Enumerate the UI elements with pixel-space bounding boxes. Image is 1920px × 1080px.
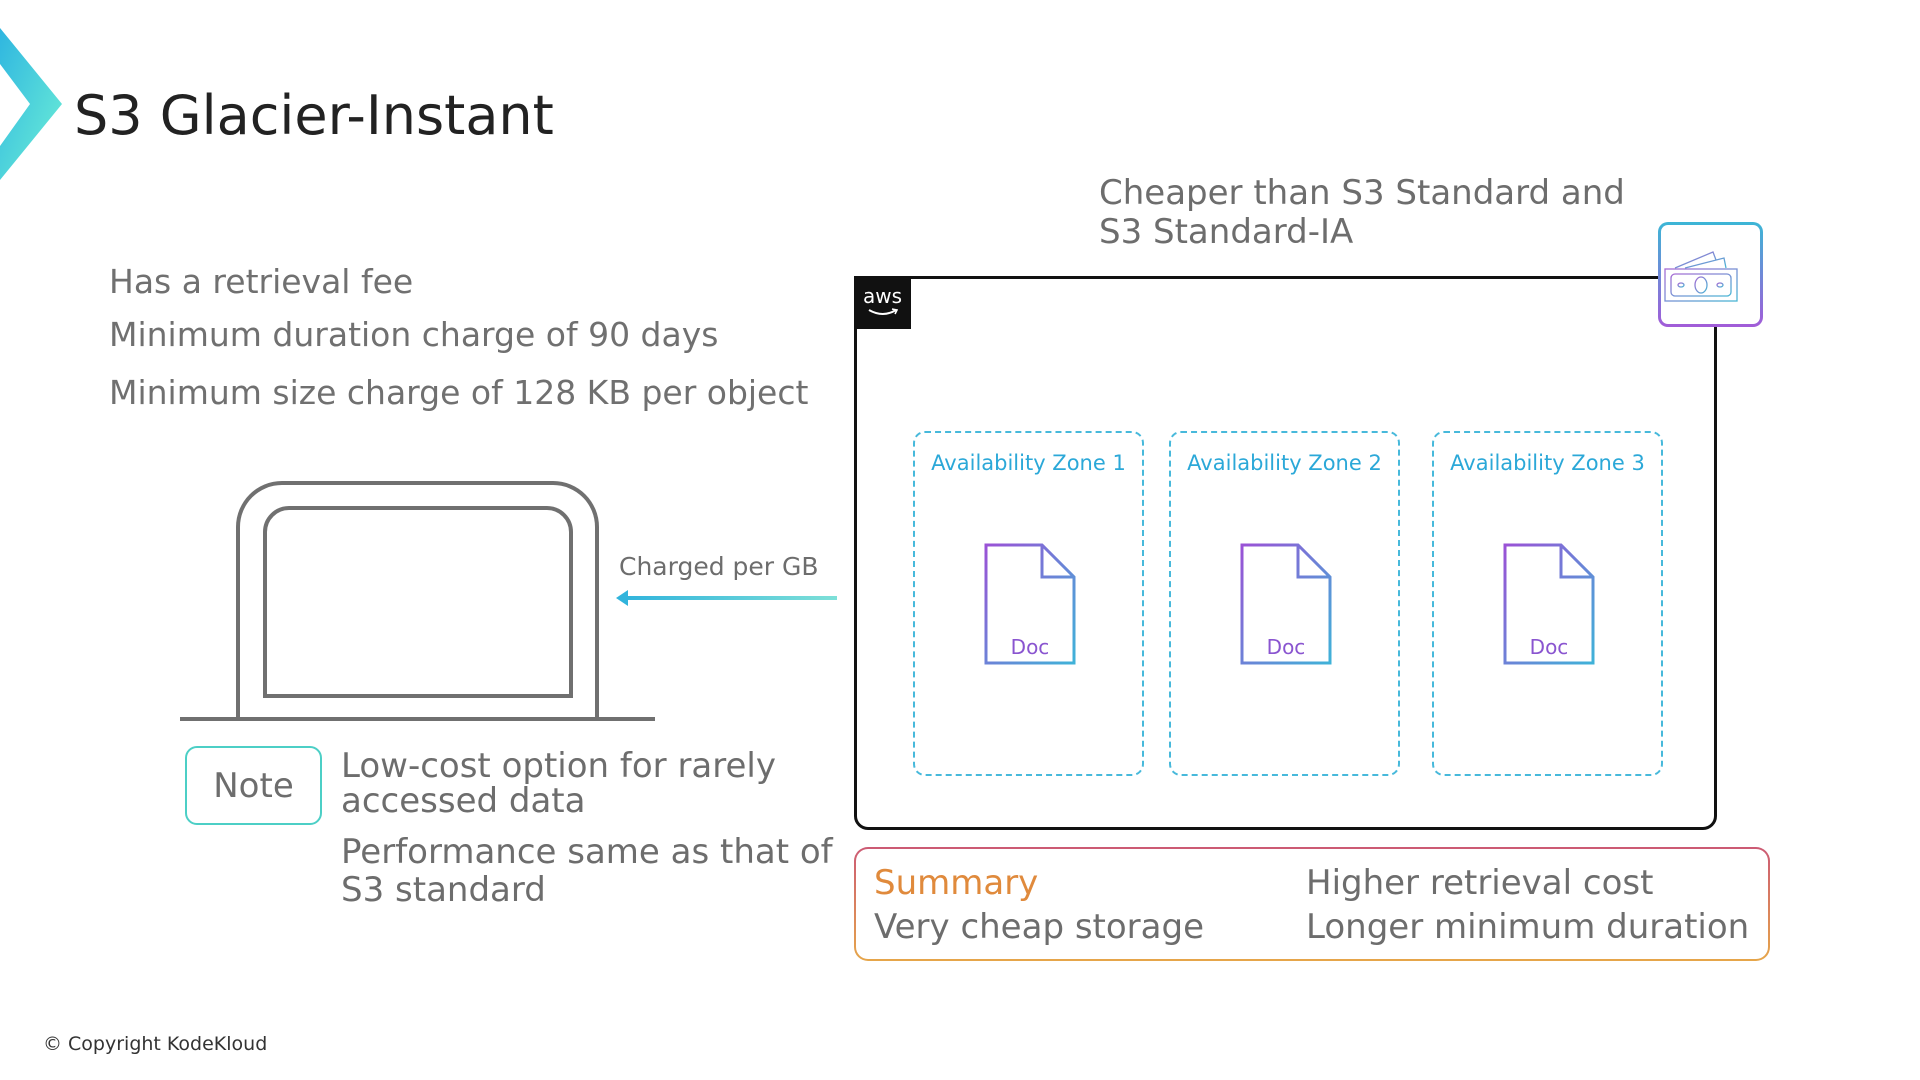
arrow-label: Charged per GB (619, 552, 819, 581)
copyright: © Copyright KodeKloud (43, 1033, 268, 1055)
doc-label: Doc (1266, 635, 1306, 659)
aws-logo: aws (854, 278, 911, 329)
zone-label: Availability Zone 2 (1187, 451, 1382, 475)
aws-cloud-box (854, 276, 1717, 830)
document-icon: Doc (1503, 543, 1595, 665)
fact-minimum-size: Minimum size charge of 128 KB per object (109, 373, 809, 412)
note-line: S3 standard (341, 870, 546, 910)
document-icon: Doc (1240, 543, 1332, 665)
laptop-icon (236, 481, 599, 719)
arrow-left-icon (616, 590, 628, 606)
note-badge: Note (185, 746, 322, 825)
summary-heading: Summary (874, 863, 1039, 903)
note-line: accessed data (341, 781, 586, 821)
aws-logo-text: aws (862, 284, 903, 308)
fact-minimum-duration: Minimum duration charge of 90 days (109, 315, 719, 354)
doc-label: Doc (1010, 635, 1050, 659)
brand-chevron-icon (0, 28, 62, 180)
summary-box: Summary Very cheap storage Higher retrie… (854, 847, 1770, 961)
summary-con: Longer minimum duration (1306, 907, 1750, 947)
doc-label: Doc (1529, 635, 1569, 659)
availability-zone-3: Availability Zone 3 Doc (1432, 431, 1663, 776)
note-line: Low-cost option for rarely (341, 746, 776, 786)
arrow-line (625, 596, 837, 600)
zone-label: Availability Zone 3 (1450, 451, 1645, 475)
page-title: S3 Glacier-Instant (74, 84, 554, 147)
availability-zone-2: Availability Zone 2 Doc (1169, 431, 1400, 776)
summary-con: Higher retrieval cost (1306, 863, 1654, 903)
laptop-screen (263, 506, 573, 698)
money-icon (1658, 222, 1763, 327)
cheaper-text: Cheaper than S3 Standard and S3 Standard-… (1099, 174, 1625, 252)
cheaper-line: Cheaper than S3 Standard and (1099, 173, 1625, 213)
cheaper-line: S3 Standard-IA (1099, 212, 1354, 252)
note-line: Performance same as that of (341, 832, 833, 872)
availability-zone-1: Availability Zone 1 Doc (913, 431, 1144, 776)
fact-retrieval-fee: Has a retrieval fee (109, 262, 414, 301)
laptop-base (180, 717, 655, 721)
document-icon: Doc (984, 543, 1076, 665)
zone-label: Availability Zone 1 (931, 451, 1126, 475)
summary-pro: Very cheap storage (874, 907, 1204, 947)
